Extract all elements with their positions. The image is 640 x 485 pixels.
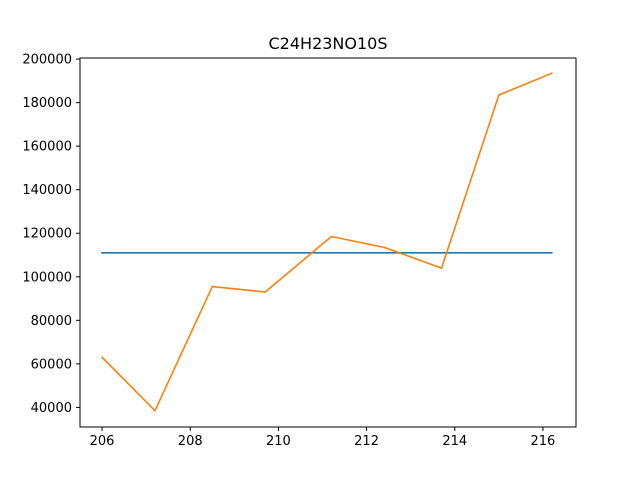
x-tick-label: 216: [531, 434, 556, 449]
y-tick-label: 200000: [22, 53, 72, 68]
series-2-point: [154, 409, 156, 412]
y-tick-label: 40000: [31, 401, 72, 416]
series-2-point: [101, 356, 103, 359]
y-tick-label: 120000: [22, 227, 72, 242]
series-2-point: [383, 246, 386, 249]
series-1-point: [550, 252, 553, 254]
series-2-point: [330, 235, 333, 238]
y-axis: 40000 60000 80000 100000 120000 140000 160000 1…: [22, 53, 80, 416]
series-2-point: [498, 94, 500, 96]
series-2-point: [211, 285, 214, 288]
x-tick-label: 214: [442, 434, 467, 449]
y-tick-label: 80000: [31, 314, 72, 329]
series-2-point: [440, 267, 443, 269]
y-tick-label: 100000: [22, 270, 72, 285]
x-tick-label: 212: [354, 434, 379, 449]
y-tick-label: 140000: [22, 183, 72, 198]
x-tick-label: 210: [266, 434, 291, 449]
y-tick-label: 160000: [22, 140, 72, 155]
series-2-point: [264, 291, 266, 293]
y-tick-label: 60000: [31, 357, 72, 372]
x-axis: 206 208 210 212 214 216: [90, 427, 556, 449]
plot-area: [100, 72, 553, 412]
y-tick-label: 180000: [22, 96, 72, 111]
chart-title: C24H23NO10S: [269, 34, 388, 53]
x-tick-label: 206: [90, 434, 115, 449]
series-2-point: [550, 72, 553, 75]
plot-frame: [79, 57, 577, 428]
series-1-point: [101, 252, 103, 254]
x-tick-label: 208: [178, 434, 203, 449]
